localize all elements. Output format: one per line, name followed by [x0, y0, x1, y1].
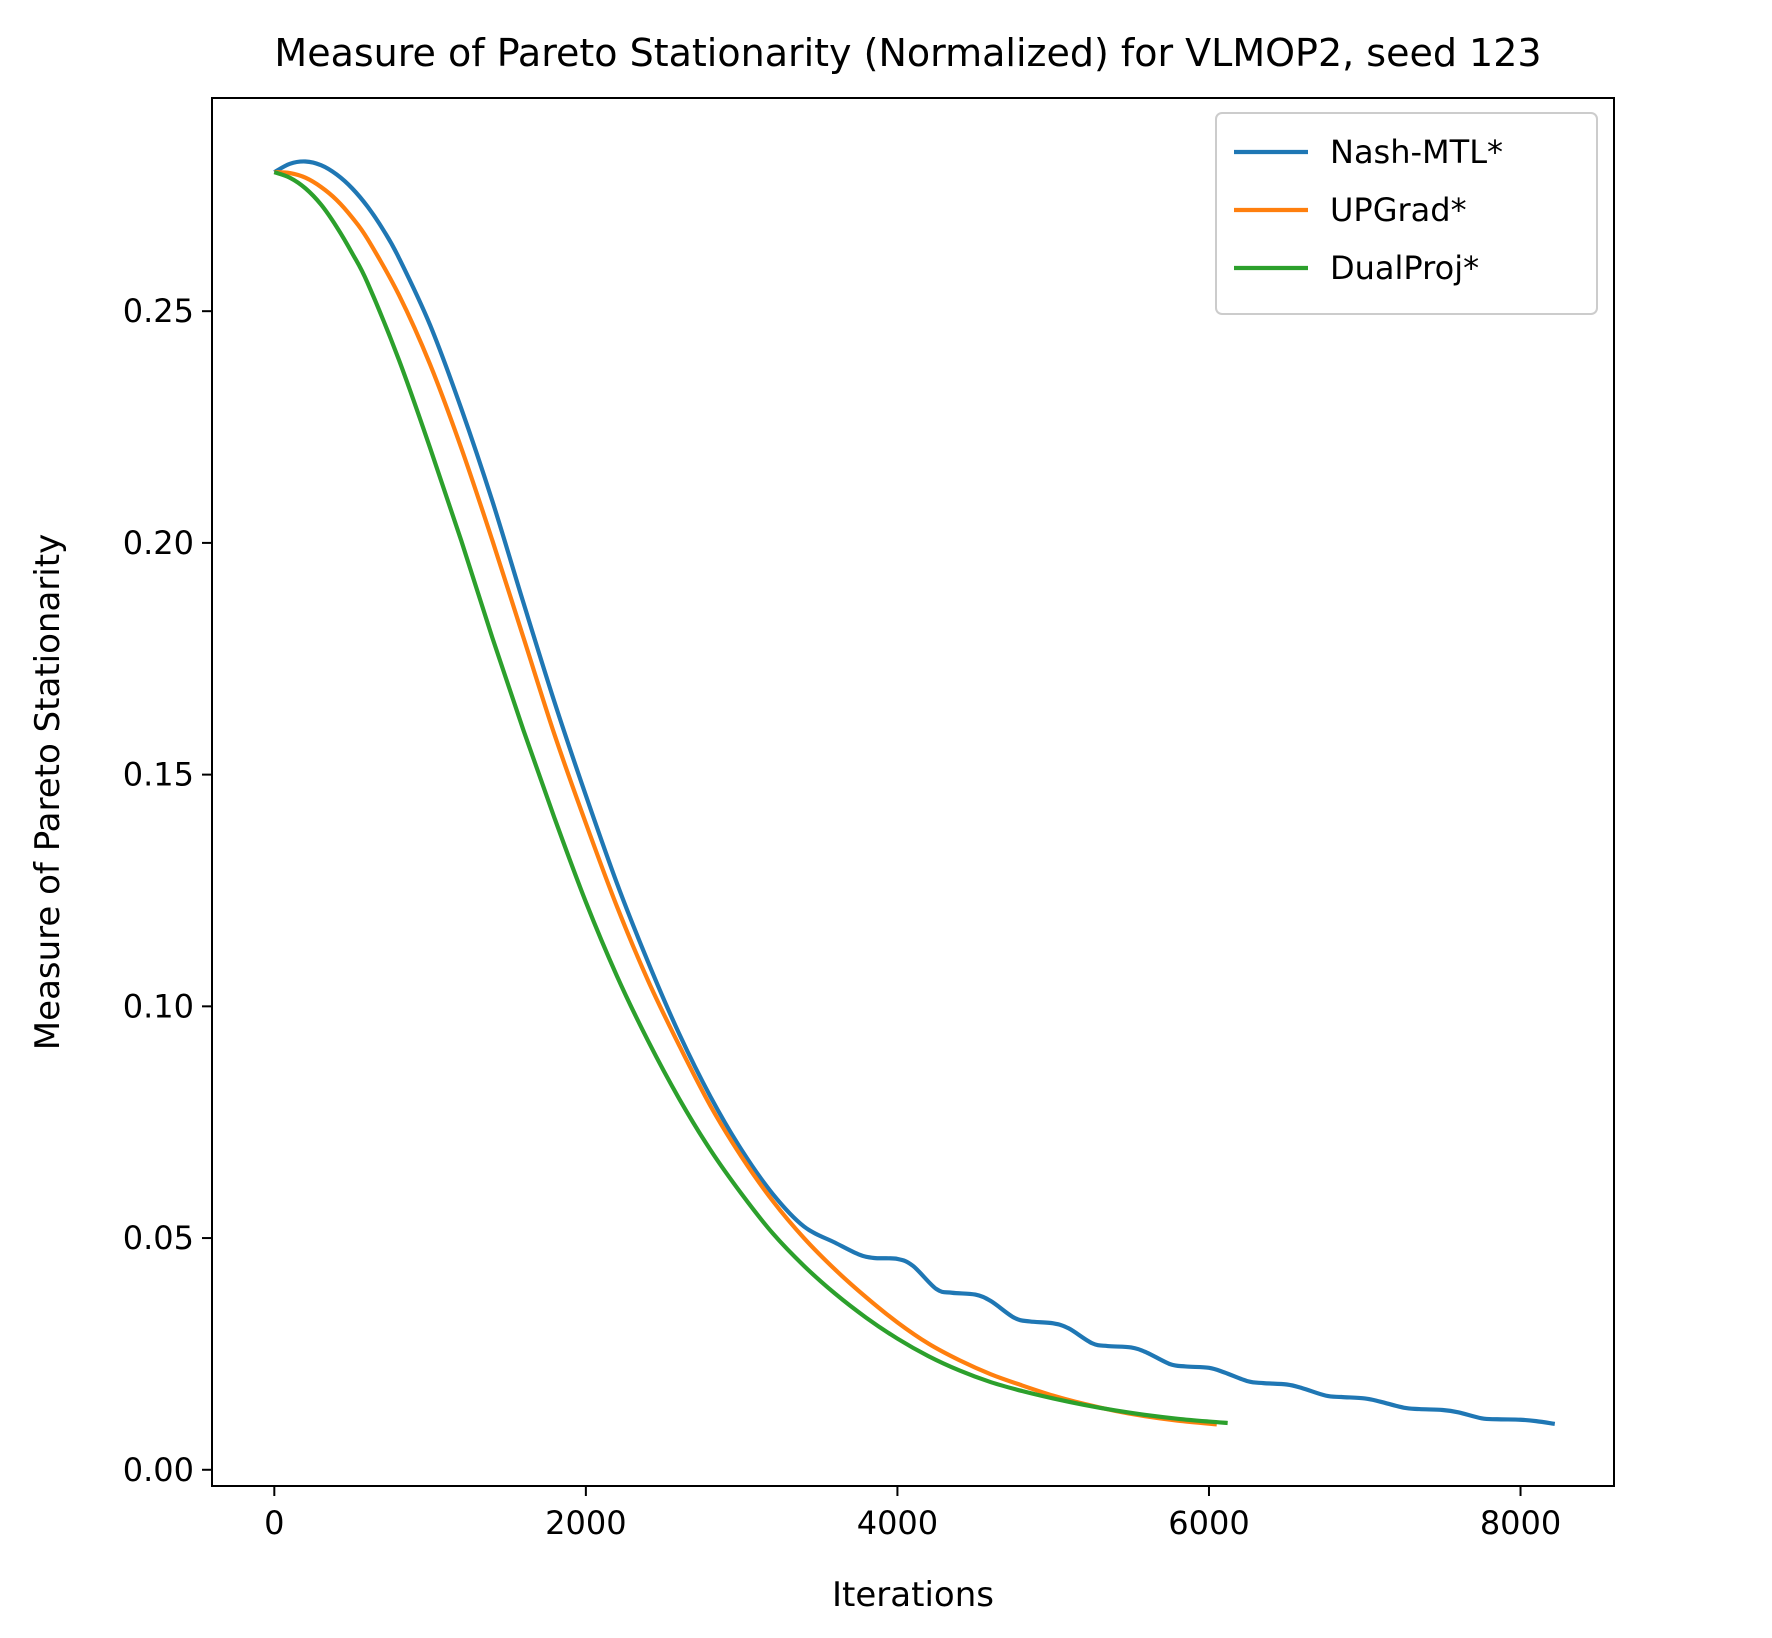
chart-title: Measure of Pareto Stationarity (Normaliz…: [274, 31, 1541, 75]
x-tick-label: 2000: [545, 1504, 626, 1542]
legend-box: [1215, 112, 1598, 315]
y-tick-label: 0.05: [123, 1219, 194, 1257]
x-tick-label: 0: [264, 1504, 284, 1542]
y-axis-ticks: 0.00 0.05 0.10 0.15 0.20 0.25: [123, 292, 212, 1489]
y-tick-label: 0.10: [123, 987, 194, 1025]
y-tick-label: 0.00: [123, 1451, 194, 1489]
legend-label: UPGrad*: [1330, 191, 1467, 229]
x-tick-label: 4000: [857, 1504, 938, 1542]
y-tick-label: 0.15: [123, 756, 194, 794]
series-line-1: [274, 170, 1217, 1427]
x-tick-label: 6000: [1168, 1504, 1249, 1542]
y-axis-label: Measure of Pareto Stationarity: [28, 534, 68, 1050]
x-tick-label: 8000: [1480, 1504, 1561, 1542]
legend: Nash-MTL* UPGrad* DualProj*: [1215, 112, 1598, 315]
series-line-2: [273, 170, 1228, 1426]
x-axis-ticks: 0 2000 4000 6000 8000: [264, 1486, 1561, 1542]
y-tick-label: 0.20: [123, 524, 194, 562]
legend-label: DualProj*: [1330, 249, 1479, 287]
series-line-0: [273, 159, 1556, 1426]
y-tick-label: 0.25: [123, 292, 194, 330]
series-lines: [273, 159, 1556, 1427]
x-axis-label: Iterations: [832, 1575, 994, 1615]
plot-frame: [211, 97, 1615, 1487]
legend-label: Nash-MTL*: [1330, 133, 1503, 171]
